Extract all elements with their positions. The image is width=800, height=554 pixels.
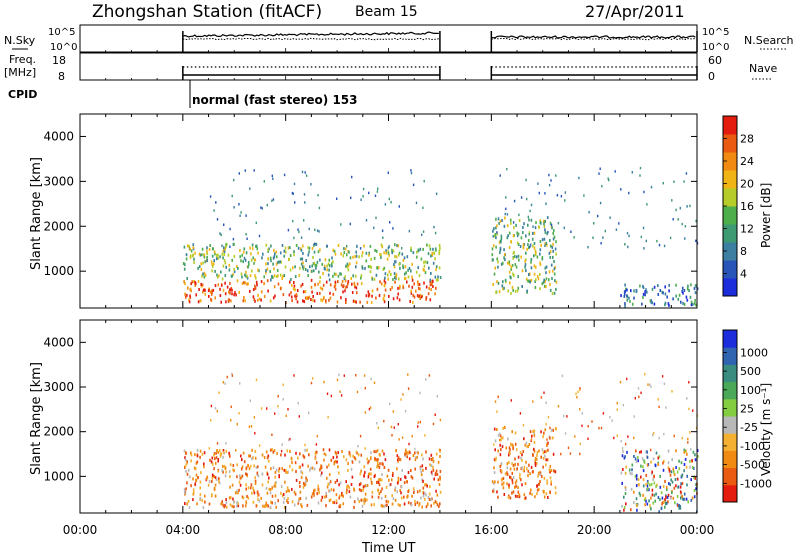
ytick-label: 1000	[43, 264, 74, 278]
colorbar-swatch	[723, 260, 737, 279]
colorbar-tick-label: -1000	[740, 477, 772, 490]
colorbar-swatch	[723, 242, 737, 261]
nsearch-label: N.Search	[744, 34, 794, 47]
xtick-label: 00:00	[63, 523, 98, 537]
ytick-label: 3000	[43, 380, 74, 394]
power-colorbar: 4 8 12 16 20 24 28	[722, 115, 754, 297]
colorbar-tick-label: 500	[740, 365, 761, 378]
ytick-label: 2000	[43, 425, 74, 439]
colorbar-swatch	[723, 398, 737, 417]
colorbar-swatch	[723, 467, 737, 486]
nsky-trace	[491, 35, 696, 39]
velocity-frame	[79, 319, 698, 514]
nave-tick-low: 0	[708, 70, 715, 83]
beam-label: Beam 15	[355, 4, 418, 20]
velocity-ylabel: Slant Range [km]	[29, 362, 44, 475]
ytick-label: 4000	[43, 335, 74, 349]
colorbar-swatch	[723, 450, 737, 469]
nsky-label: N.Sky	[4, 34, 36, 47]
top-panel-traces	[79, 31, 698, 80]
xtick-label: 20:00	[577, 523, 612, 537]
colorbar-tick-label: 24	[740, 155, 754, 168]
cpid-text: normal (fast stereo) 153	[192, 93, 358, 107]
power-colorbar-label: Power [dB]	[759, 183, 773, 248]
xtick-label: 16:00	[474, 523, 509, 537]
colorbar-swatch	[723, 152, 737, 171]
colorbar-tick-label: 28	[740, 133, 754, 146]
colorbar-tick-label: -100	[740, 440, 765, 453]
ytick-label: 3000	[43, 174, 74, 188]
power-echo-cells	[182, 166, 699, 308]
velocity-panel: 1000 2000 3000 4000 00:00 04:00 08:00 12:00 16:0…	[43, 319, 772, 537]
power-panel: 1000 2000 3000 4000 4 8 12 16 20 24 28	[43, 113, 754, 309]
xtick-label: 08:00	[268, 523, 303, 537]
colorbar-tick-label: 1000	[740, 346, 768, 359]
colorbar-swatch	[723, 433, 737, 451]
colorbar-swatch	[723, 330, 737, 348]
colorbar-tick-label: 12	[740, 223, 754, 236]
colorbar-swatch	[723, 206, 737, 225]
velocity-colorbar: -1000 -500 -100 -25 25 100 500 1000	[722, 329, 772, 503]
colorbar-tick-label: -25	[740, 421, 758, 434]
colorbar-swatch	[723, 416, 737, 434]
colorbar-swatch	[723, 116, 737, 135]
cpid-label: CPID	[8, 88, 37, 101]
colorbar-swatch	[723, 170, 737, 189]
nsky-tick-high: 10^5	[48, 27, 75, 38]
colorbar-tick-label: 16	[740, 200, 754, 213]
colorbar-tick-label: -500	[740, 459, 765, 472]
colorbar-swatch	[723, 224, 737, 243]
station-title: Zhongshan Station (fitACF)	[92, 2, 322, 22]
colorbar-swatch	[723, 381, 737, 400]
nave-label: Nave	[749, 62, 777, 75]
freq-tick-high: 18	[52, 54, 66, 67]
nsky-trace	[182, 31, 439, 38]
xtick-label: 12:00	[371, 523, 406, 537]
xtick-label: 04:00	[166, 523, 201, 537]
ytick-label: 4000	[43, 129, 74, 143]
nsky-tick-low: 10^0	[50, 42, 77, 53]
ytick-label: 2000	[43, 219, 74, 233]
time-xlabel: Time UT	[361, 541, 415, 554]
velocity-colorbar-label: Velocity [m s⁻¹]	[759, 383, 773, 476]
colorbar-tick-label: 20	[740, 178, 754, 191]
power-ylabel: Slant Range [km]	[29, 157, 44, 270]
freq-unit: [MHz]	[4, 66, 36, 79]
colorbar-swatch	[723, 364, 737, 383]
nsearch-tick-high: 10^5	[702, 27, 729, 38]
colorbar-swatch	[723, 134, 737, 153]
date-label: 27/Apr/2011	[585, 2, 685, 21]
ytick-label: 1000	[43, 469, 74, 483]
colorbar-swatch	[723, 347, 737, 365]
colorbar-frame	[722, 329, 738, 503]
colorbar-swatch	[723, 484, 737, 503]
freq-label: Freq.	[9, 53, 36, 66]
freq-tick-low: 8	[58, 70, 65, 83]
nave-tick-high: 60	[708, 54, 722, 67]
colorbar-tick-label: 4	[740, 268, 747, 281]
colorbar-tick-label: 8	[740, 245, 747, 258]
nsearch-trace	[491, 37, 696, 41]
colorbar-swatch	[723, 278, 737, 297]
nsearch-tick-low: 10^0	[702, 42, 729, 53]
colorbar-tick-label: 100	[740, 384, 761, 397]
colorbar-swatch	[723, 188, 737, 207]
xtick-label: 00:00	[680, 523, 715, 537]
velocity-echo-cells	[183, 372, 699, 514]
nsearch-trace	[182, 37, 439, 41]
colorbar-tick-label: 25	[740, 403, 754, 416]
